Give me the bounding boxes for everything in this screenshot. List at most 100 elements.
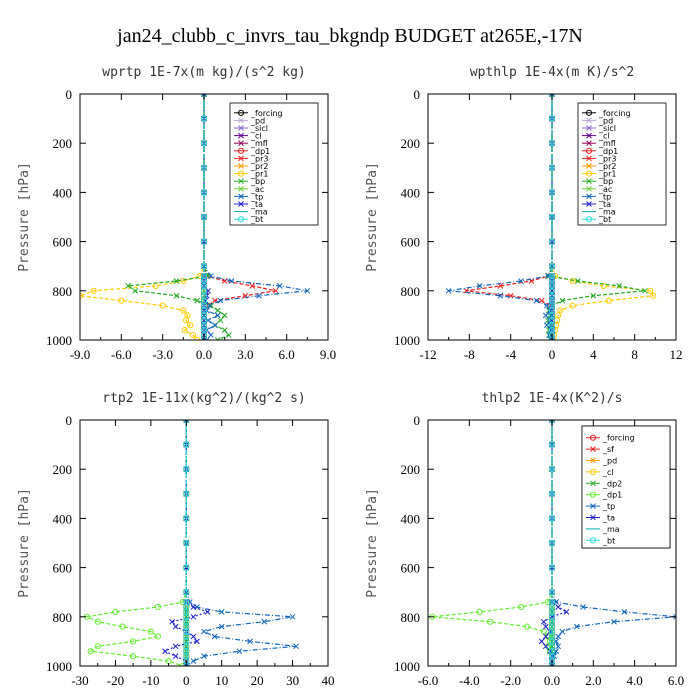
legend-label: _dp2 [602,479,622,488]
legend-marker [586,125,592,131]
legend-item: _dp1 [582,147,618,156]
y-tick-label: 400 [401,511,421,526]
data-point_tp [218,609,225,615]
data-point_bt [548,115,556,122]
data-point_pr1 [180,307,187,314]
data-point_ta [542,633,549,640]
data-point_bp [574,278,581,284]
legend-label: _cl [598,132,610,141]
data-point_tp [212,322,218,329]
data-point_dp1 [130,653,137,660]
data-point_dp1 [179,662,186,666]
series-group [429,420,676,666]
x-tick-label: 3.0 [237,347,253,362]
data-point_ta [542,643,549,650]
legend-item: _pd [234,116,265,125]
legend-marker [589,537,597,544]
x-tick-label: 0 [549,347,556,362]
y-tick-label: 1000 [46,659,72,674]
data-point_pr1 [600,282,607,289]
data-point_ta [172,653,179,660]
data-point_bt [548,263,556,270]
x-tick-label: -10 [142,673,159,688]
chart-panel-3: rtp2 1E-11x(kg^2)/(kg^2 s) Pressure [hPa]… [17,391,671,688]
legend-label: _ma [250,208,268,217]
x-tick-label: -20 [107,673,124,688]
legend-label: _bt [598,215,611,224]
x-tick-label: -4 [505,347,516,362]
legend-item: _ma [582,208,616,217]
legend-label: _ma [598,208,616,217]
series-line_dp1 [85,420,187,666]
data-point_bt [548,140,556,147]
data-point_bt [548,515,556,522]
y-tick-label: 0 [414,87,421,102]
data-point_tp [542,312,549,319]
legend-item: _forcing [586,434,635,443]
y-tick-label: 400 [53,185,73,200]
x-tick-label: -9.0 [70,347,91,362]
legend-label: _bp [598,177,613,186]
legend-label: _ta [598,200,611,209]
legend-marker [238,193,244,200]
legend: _forcing_pd_sicl_cl_mfl_dp1_pr3_pr2_pr1_… [229,102,319,226]
legend-marker [589,468,597,475]
data-point_bp [132,287,138,294]
data-point_bp [559,297,566,304]
data-point_tp [256,292,262,299]
data-point_bt [200,263,208,270]
data-point_tp [518,278,524,284]
data-point_bt [548,589,556,596]
data-point_dp1 [130,638,137,645]
data-point_bt [548,441,556,448]
x-tick-label: 20 [251,673,264,688]
legend-label: _bt [602,536,615,545]
legend-box [229,102,319,226]
data-point_dp1 [147,628,154,635]
legend-item: _ma [586,525,620,534]
data-point_tp [236,648,243,655]
data-point_tp [201,628,207,635]
data-point_tp [304,287,311,294]
data-point_ta [540,618,547,625]
y-tick-label: 200 [53,136,73,151]
data-point_tp [218,623,225,630]
data-point_dp1 [486,618,494,625]
data-point_pr1 [159,302,166,309]
y-axis-label: Pressure [hPa] [365,488,380,598]
legend-marker [586,201,592,207]
y-tick-label: 800 [401,284,421,299]
data-point_pr1 [181,327,188,334]
legend-label: _cl [250,132,262,141]
data-point_tp [559,628,566,635]
legend-item: _mfl [234,139,268,148]
legend-item: _forcing [582,109,631,118]
data-point_bp [642,287,648,294]
data-point_tp [261,618,268,625]
x-tick-label: 6.0 [668,673,684,688]
data-point_tp [555,633,562,640]
data-point_bp [194,297,200,304]
x-tick-label: -6.0 [111,347,132,362]
data-point_tp [208,332,214,338]
data-point_bt [200,115,208,122]
data-point_ta [169,618,175,625]
panel-title: wpthlp 1E-4x(m K)/s^2 [470,65,634,80]
legend-marker [590,514,596,521]
x-tick-label: 4.0 [627,673,643,688]
data-point_dp1 [87,648,94,655]
legend-marker [586,155,592,162]
data-point_pr1 [569,302,576,309]
data-point_bt [548,490,556,497]
data-point_dp1 [154,603,162,611]
legend-marker [237,216,245,223]
legend-item: _dp2 [586,479,622,488]
data-point_dp1 [476,608,483,615]
data-point_bt [200,140,208,147]
legend-item: _bt [582,215,611,224]
data-point_pr1 [118,297,125,304]
series-group [80,94,311,340]
legend: _forcing _sf _pd _cl _dp2 _dp1 _tp _ta _ma _bt [581,425,671,549]
data-point_tp [214,312,221,319]
legend-label: _pd [602,457,617,466]
